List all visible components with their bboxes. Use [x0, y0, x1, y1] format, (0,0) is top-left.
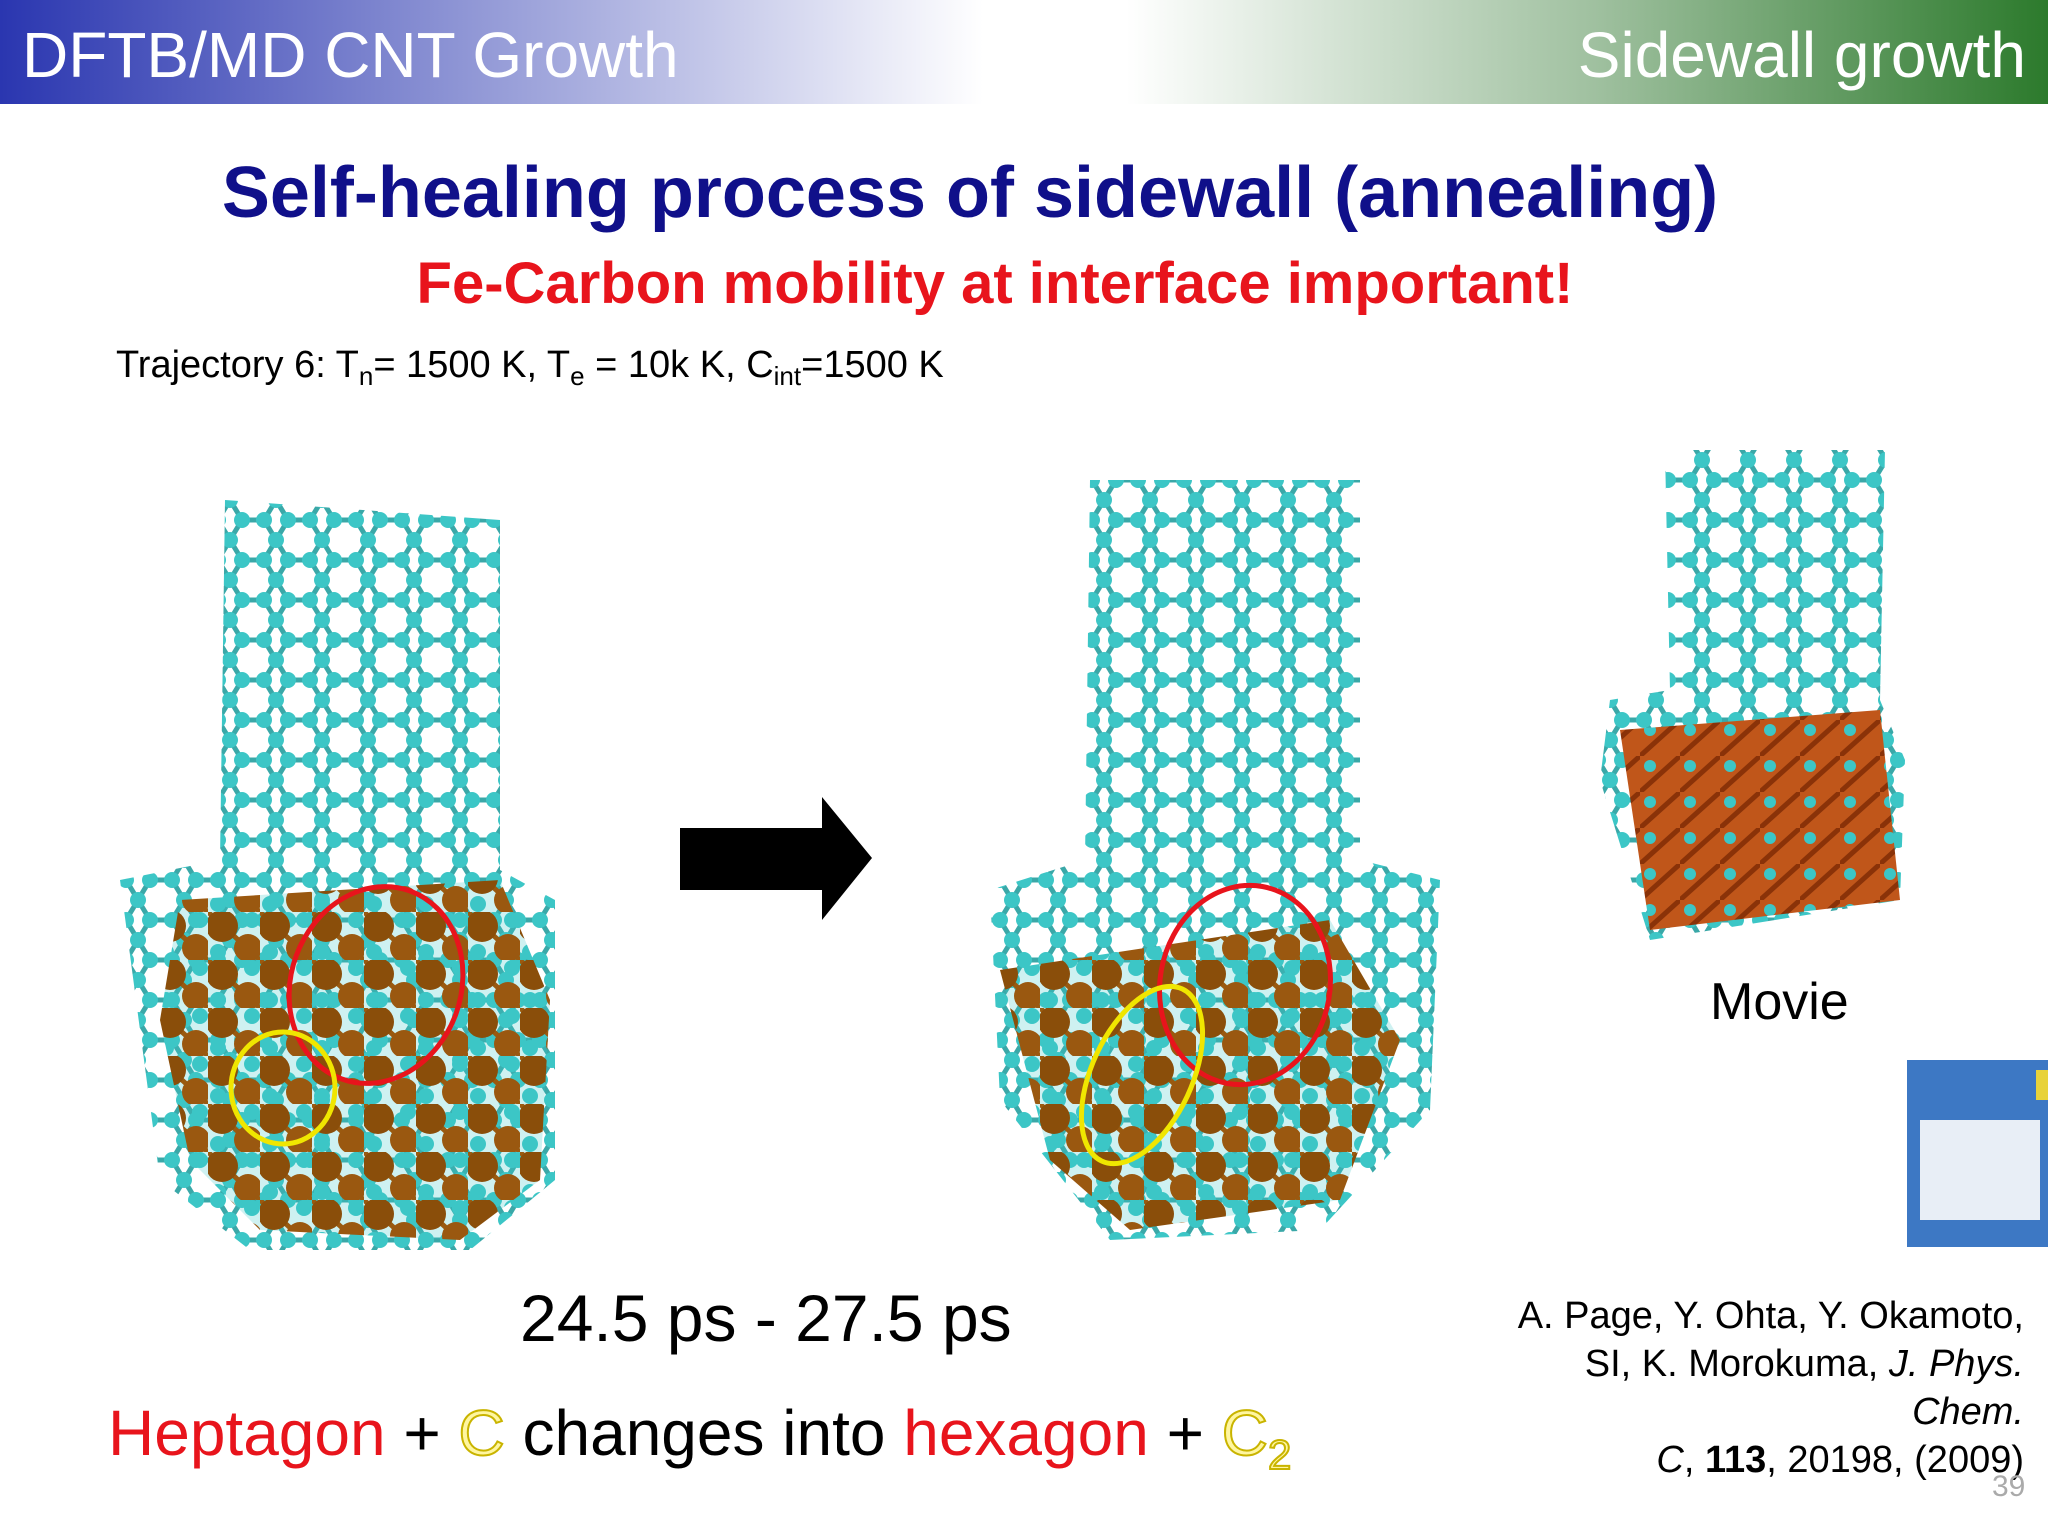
text: Trajectory 6: T	[116, 344, 359, 386]
molecule-before	[120, 500, 555, 1250]
text: hexagon	[903, 1397, 1149, 1469]
text: C	[1656, 1439, 1684, 1481]
molecule-after	[990, 480, 1440, 1240]
text: C	[457, 1396, 505, 1470]
text: J. Phys. Chem.	[1888, 1343, 2024, 1433]
subscript: e	[570, 361, 585, 391]
text: A. Page, Y. Ohta, Y. Okamoto, SI, K. Mor…	[1517, 1295, 2024, 1385]
text: 113	[1704, 1439, 1767, 1481]
header-right: Sidewall growth	[1577, 19, 2026, 91]
movie-label: Movie	[1710, 973, 1849, 1031]
molecule-movie	[1600, 450, 1905, 940]
title: Self-healing process of sidewall (anneal…	[221, 153, 1719, 233]
text: C	[1221, 1396, 1269, 1470]
text: +	[1148, 1397, 1222, 1469]
caption: Heptagon + C changes into hexagon + C2	[108, 1396, 1292, 1479]
text: , 20198, (2009)	[1766, 1439, 2024, 1481]
subtitle: Fe-Carbon mobility at interface importan…	[416, 251, 1574, 316]
subscript: n	[358, 361, 374, 391]
text: changes into	[504, 1397, 904, 1469]
text: +	[385, 1397, 459, 1469]
arrow	[680, 797, 872, 920]
text: =1500 K	[801, 344, 944, 386]
subscript: 2	[1267, 1430, 1292, 1479]
reference: A. Page, Y. Ohta, Y. Okamoto, SI, K. Mor…	[1464, 1292, 2024, 1484]
trajectory: Trajectory 6: Tn= 1500 K, Te = 10k K, Ci…	[116, 344, 944, 392]
page-number: 39	[1992, 1470, 2026, 1503]
text: = 10k K, C	[584, 344, 774, 386]
journal-cover	[1907, 1060, 2048, 1247]
header-bar	[0, 0, 2048, 104]
text: = 1500 K, T	[373, 344, 571, 386]
time-range: 24.5 ps - 27.5 ps	[520, 1281, 1012, 1355]
text: Heptagon	[108, 1397, 386, 1469]
subscript: int	[773, 361, 802, 391]
text: ,	[1683, 1439, 1705, 1481]
header-left: DFTB/MD CNT Growth	[22, 19, 679, 91]
